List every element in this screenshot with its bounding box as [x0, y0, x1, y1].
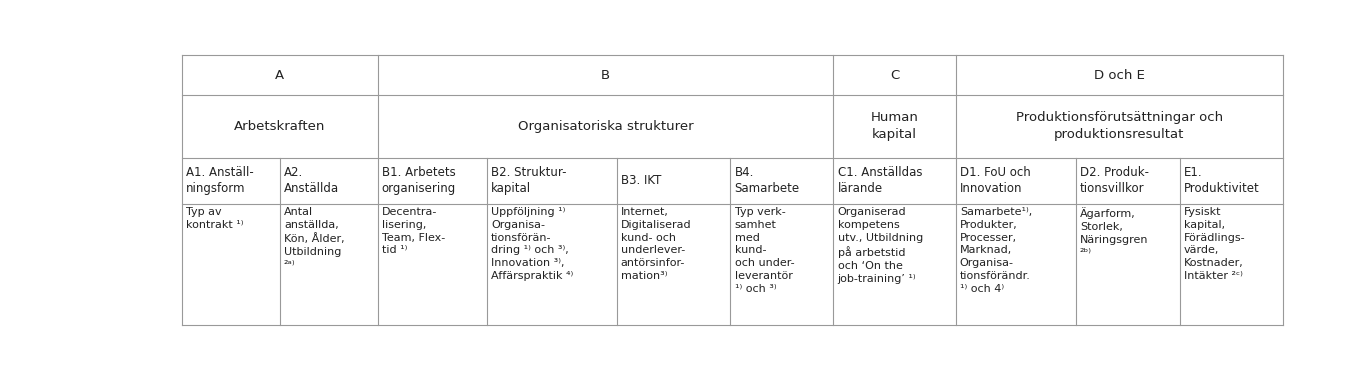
- Text: D2. Produk-
tionsvillkor: D2. Produk- tionsvillkor: [1080, 166, 1149, 195]
- Text: Produktionsförutsättningar och
produktionsresultat: Produktionsförutsättningar och produktio…: [1016, 112, 1223, 141]
- Text: Human
kapital: Human kapital: [871, 112, 919, 141]
- Text: E1.
Produktivitet: E1. Produktivitet: [1185, 166, 1260, 195]
- Text: D1. FoU och
Innovation: D1. FoU och Innovation: [960, 166, 1031, 195]
- Text: Typ av
kontrakt ¹⁾: Typ av kontrakt ¹⁾: [186, 207, 244, 230]
- Text: A: A: [276, 69, 284, 82]
- Text: Internet,
Digitaliserad
kund- och
underlever-
antörsinfor-
mation³⁾: Internet, Digitaliserad kund- och underl…: [621, 207, 691, 281]
- Text: B: B: [600, 69, 610, 82]
- Text: Typ verk-
samhet
med
kund-
och under-
leverantör
¹⁾ och ³⁾: Typ verk- samhet med kund- och under- le…: [735, 207, 794, 294]
- Text: B2. Struktur-
kapital: B2. Struktur- kapital: [491, 166, 566, 195]
- Text: D och E: D och E: [1094, 69, 1145, 82]
- Text: Organiserad
kompetens
utv., Utbildning
på arbetstid
och ‘On the
job-training’ ¹⁾: Organiserad kompetens utv., Utbildning p…: [838, 207, 923, 284]
- Text: C1. Anställdas
lärande: C1. Anställdas lärande: [838, 166, 923, 195]
- Text: B4.
Samarbete: B4. Samarbete: [735, 166, 799, 195]
- Text: Ägarform,
Storlek,
Näringsgren
²ᵇ⁾: Ägarform, Storlek, Näringsgren ²ᵇ⁾: [1080, 207, 1149, 257]
- Text: A2.
Anställda: A2. Anställda: [284, 166, 339, 195]
- Text: B3. IKT: B3. IKT: [621, 174, 661, 187]
- Text: Organisatoriska strukturer: Organisatoriska strukturer: [518, 120, 694, 133]
- Text: Arbetskraften: Arbetskraften: [234, 120, 325, 133]
- Text: Uppföljning ¹⁾
Organisa-
tionsförän-
dring ¹⁾ och ³⁾,
Innovation ³⁾,
Affärsprakt: Uppföljning ¹⁾ Organisa- tionsförän- dri…: [491, 207, 573, 281]
- Text: C: C: [890, 69, 899, 82]
- Text: A1. Anställ-
ningsform: A1. Anställ- ningsform: [186, 166, 254, 195]
- Text: Fysiskt
kapital,
Förädlings-
värde,
Kostnader,
Intäkter ²ᶜ⁾: Fysiskt kapital, Förädlings- värde, Kost…: [1185, 207, 1246, 281]
- Text: Decentra-
lisering,
Team, Flex-
tid ¹⁾: Decentra- lisering, Team, Flex- tid ¹⁾: [381, 207, 446, 255]
- Text: B1. Arbetets
organisering: B1. Arbetets organisering: [381, 166, 457, 195]
- Text: Samarbete¹⁾,
Produkter,
Processer,
Marknad,
Organisa-
tionsförändr.
¹⁾ och 4⁾: Samarbete¹⁾, Produkter, Processer, Markn…: [960, 207, 1032, 294]
- Text: Antal
anställda,
Kön, Ålder,
Utbildning
²ᵃ⁾: Antal anställda, Kön, Ålder, Utbildning …: [284, 207, 344, 269]
